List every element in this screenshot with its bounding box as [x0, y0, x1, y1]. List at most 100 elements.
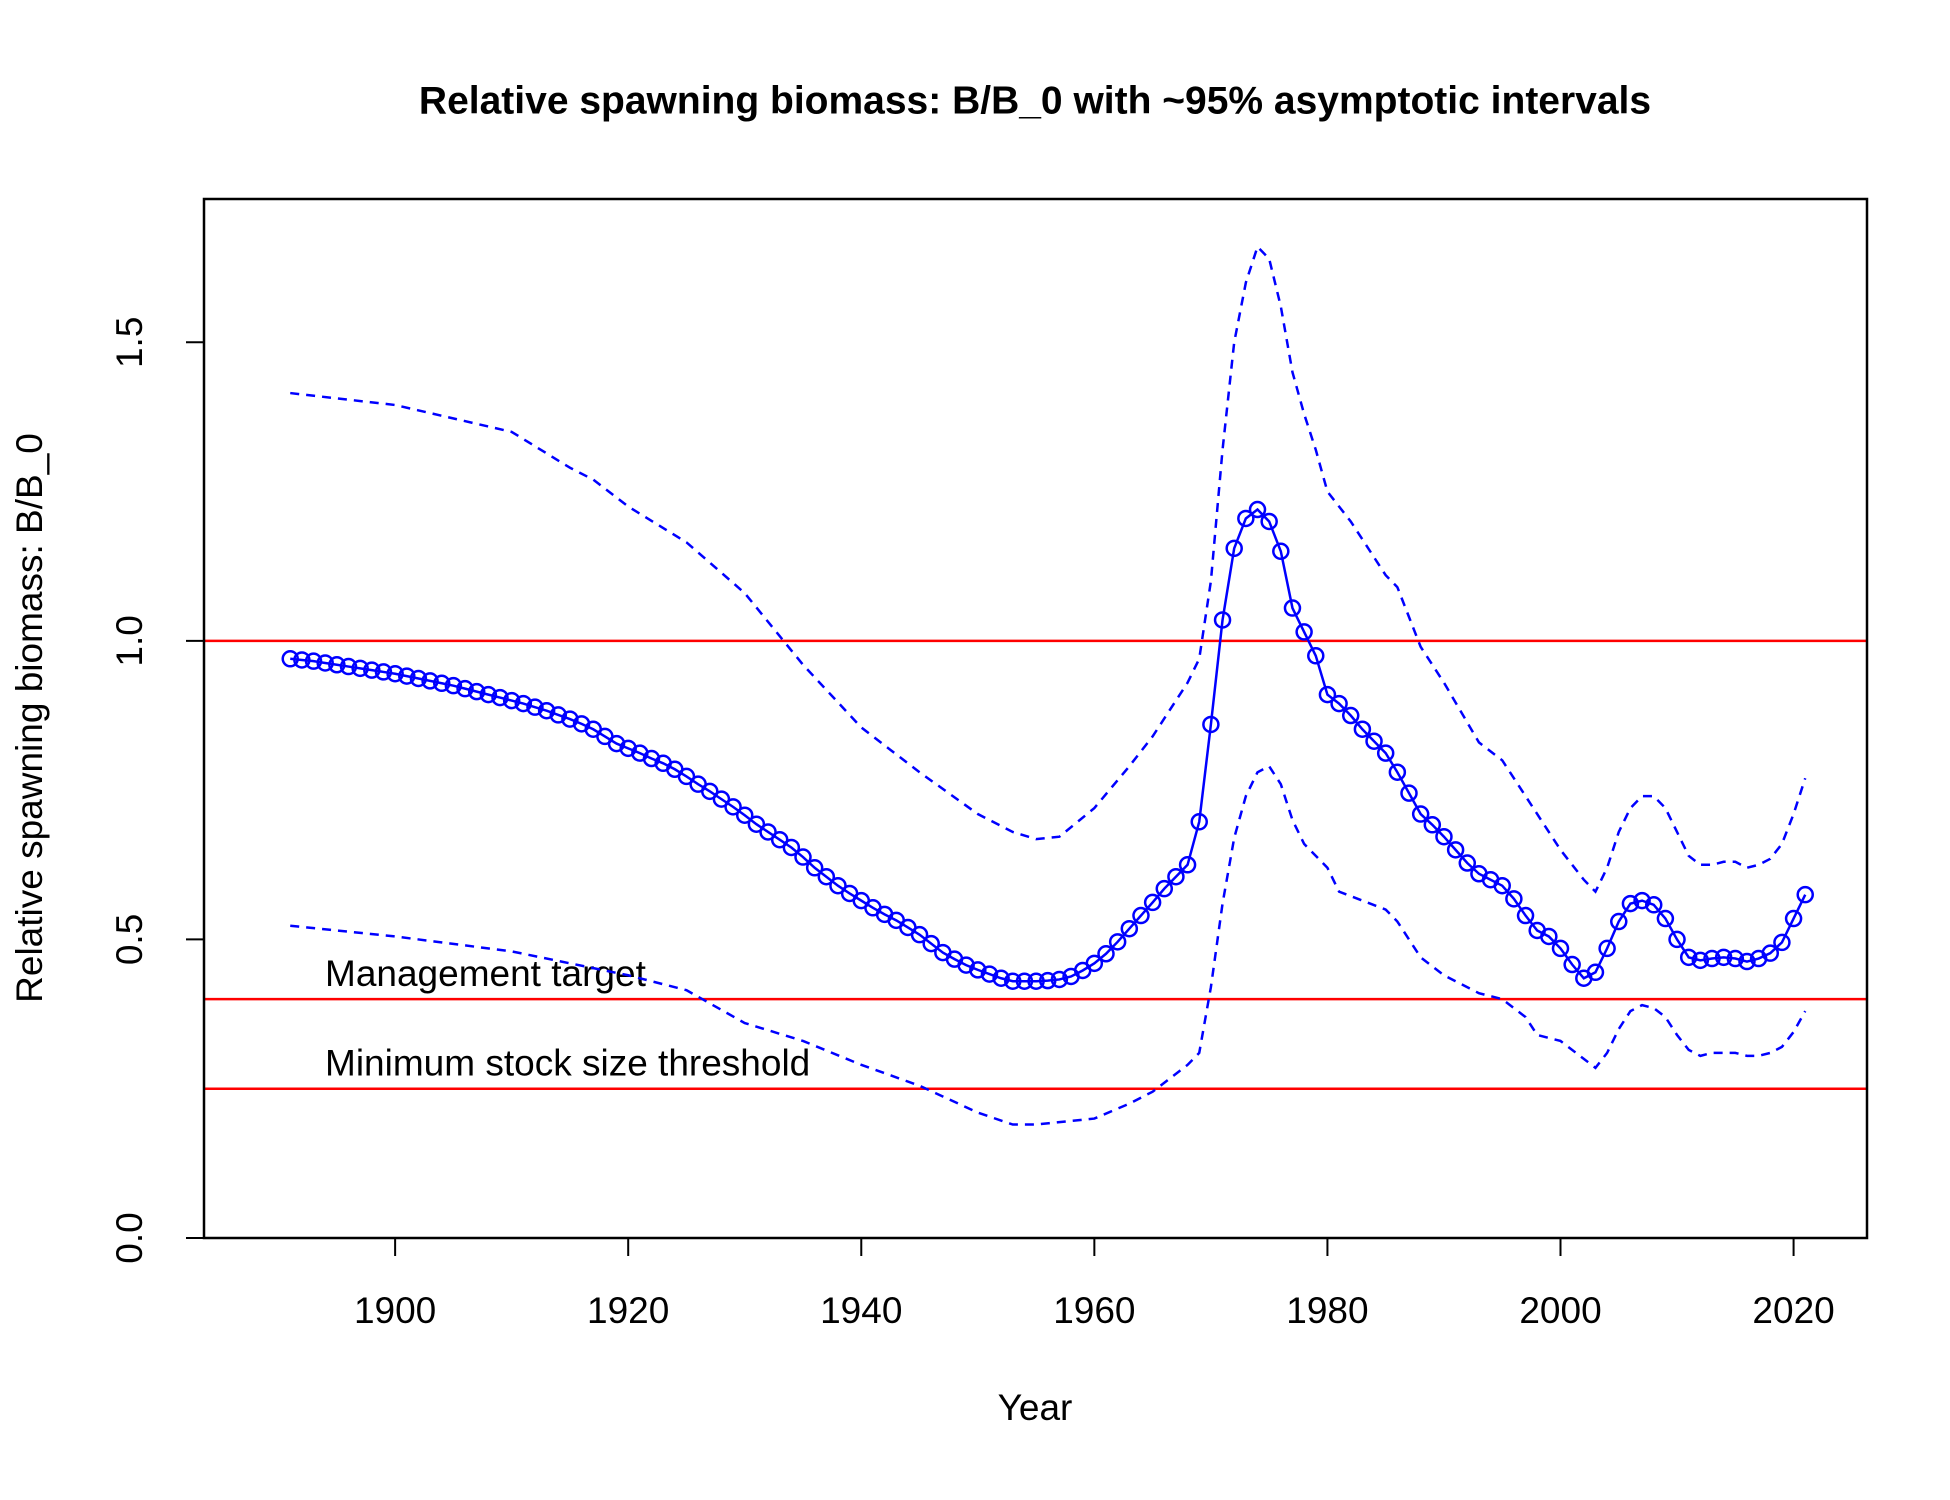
- data-point: [398, 667, 416, 685]
- data-point: [304, 652, 323, 670]
- data-point: [1400, 784, 1418, 802]
- data-point: [386, 664, 404, 683]
- data-point: [1085, 954, 1104, 973]
- data-point: [1248, 500, 1267, 519]
- data-point: [1260, 512, 1278, 531]
- x-tick-label: 1960: [1053, 1290, 1135, 1331]
- data-point: [1411, 805, 1430, 823]
- data-point: [829, 876, 847, 895]
- data-point: [374, 663, 393, 681]
- data-point: [910, 925, 929, 944]
- x-tick-label: 1900: [354, 1290, 436, 1331]
- data-point: [502, 691, 521, 710]
- data-point: [432, 674, 451, 693]
- data-point: [782, 838, 801, 857]
- data-point: [1330, 694, 1348, 713]
- data-point: [1237, 509, 1255, 528]
- data-point: [1516, 906, 1535, 925]
- data-point: [1050, 970, 1069, 989]
- data-point: [1656, 909, 1675, 928]
- data-point: [1435, 827, 1453, 846]
- data-point: [363, 661, 381, 679]
- y-tick-label: 0.5: [109, 914, 150, 965]
- data-point: [712, 790, 731, 808]
- data-point: [724, 798, 742, 816]
- data-point: [735, 806, 754, 824]
- data-point: [1423, 816, 1442, 834]
- data-point: [1644, 896, 1663, 914]
- data-point: [992, 969, 1010, 987]
- data-point: [1773, 933, 1791, 952]
- data-point: [526, 698, 544, 716]
- data-point: [549, 706, 568, 724]
- data-point: [1388, 763, 1407, 781]
- data-point: [1155, 879, 1174, 898]
- data-point: [444, 676, 463, 695]
- data-point: [1318, 685, 1337, 704]
- data-point: [479, 685, 498, 704]
- data-point: [794, 848, 812, 866]
- x-tick-label: 1940: [820, 1290, 902, 1331]
- x-tick-label: 1920: [587, 1290, 669, 1331]
- data-point: [514, 694, 533, 713]
- data-point: [1027, 972, 1045, 990]
- data-point: [677, 767, 696, 786]
- data-point: [969, 961, 987, 979]
- data-point: [1458, 854, 1477, 872]
- plot-frame: [202, 197, 1869, 1240]
- data-point: [421, 672, 439, 690]
- data-point: [1202, 715, 1220, 734]
- y-axis-title: Relative spawning biomass: B/B_0: [9, 433, 50, 1003]
- data-point: [1726, 949, 1745, 968]
- data-point: [1633, 891, 1651, 910]
- data-point: [409, 669, 428, 688]
- data-point: [1493, 876, 1511, 895]
- data-point: [1505, 890, 1523, 908]
- data-point: [328, 656, 346, 674]
- data-point: [1353, 720, 1372, 738]
- data-point: [922, 934, 940, 953]
- data-point: [1540, 927, 1558, 946]
- data-point: [316, 654, 334, 672]
- data-point: [1272, 542, 1290, 561]
- x-tick-label: 1980: [1286, 1290, 1368, 1331]
- data-point: [1004, 972, 1022, 990]
- data-point: [1446, 841, 1465, 859]
- data-point: [759, 823, 777, 841]
- data-point: [1143, 893, 1162, 912]
- y-tick-label: 1.0: [109, 615, 150, 666]
- data-point: [281, 650, 299, 668]
- data-point: [1213, 611, 1232, 629]
- data-point: [1610, 912, 1628, 931]
- data-point: [1563, 955, 1581, 974]
- data-point: [491, 688, 509, 707]
- reference-label: Minimum stock size threshold: [325, 1042, 810, 1083]
- data-point: [456, 679, 474, 698]
- data-point: [701, 782, 719, 801]
- y-tick-label: 0.0: [109, 1212, 150, 1263]
- data-point: [339, 657, 358, 676]
- reference-label: Management target: [325, 953, 647, 994]
- data-point: [293, 651, 311, 669]
- interval-line: [290, 764, 1807, 1126]
- data-point: [1621, 894, 1640, 913]
- data-point: [1679, 948, 1698, 967]
- data-point: [1598, 939, 1616, 958]
- data-point: [1586, 963, 1605, 982]
- x-tick-label: 2000: [1519, 1290, 1601, 1331]
- data-point: [1703, 949, 1721, 968]
- data-point: [980, 965, 999, 983]
- data-point: [1668, 930, 1686, 949]
- data-point: [1796, 885, 1814, 904]
- data-point: [1225, 539, 1243, 558]
- data-point: [1097, 945, 1115, 963]
- data-point: [351, 659, 369, 678]
- chart-title: Relative spawning biomass: B/B_0 with ~9…: [419, 79, 1651, 122]
- x-tick-label: 2020: [1752, 1290, 1834, 1331]
- data-point: [1167, 867, 1185, 886]
- data-point: [747, 815, 766, 833]
- y-tick-label: 1.5: [109, 317, 150, 368]
- data-point: [1015, 972, 1034, 990]
